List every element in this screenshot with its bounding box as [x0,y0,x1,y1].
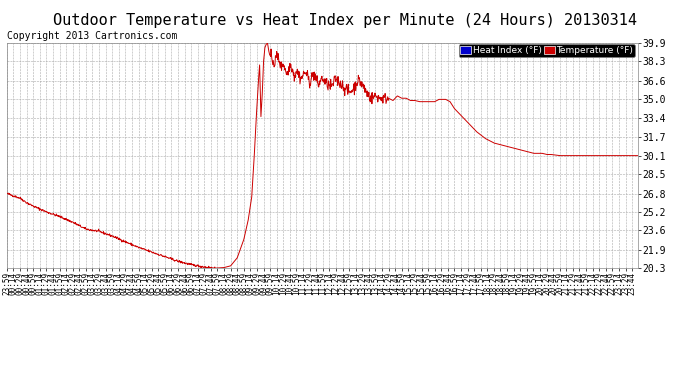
Text: Outdoor Temperature vs Heat Index per Minute (24 Hours) 20130314: Outdoor Temperature vs Heat Index per Mi… [53,13,637,28]
Text: Copyright 2013 Cartronics.com: Copyright 2013 Cartronics.com [7,32,177,41]
Legend: Heat Index (°F), Temperature (°F): Heat Index (°F), Temperature (°F) [459,44,635,57]
